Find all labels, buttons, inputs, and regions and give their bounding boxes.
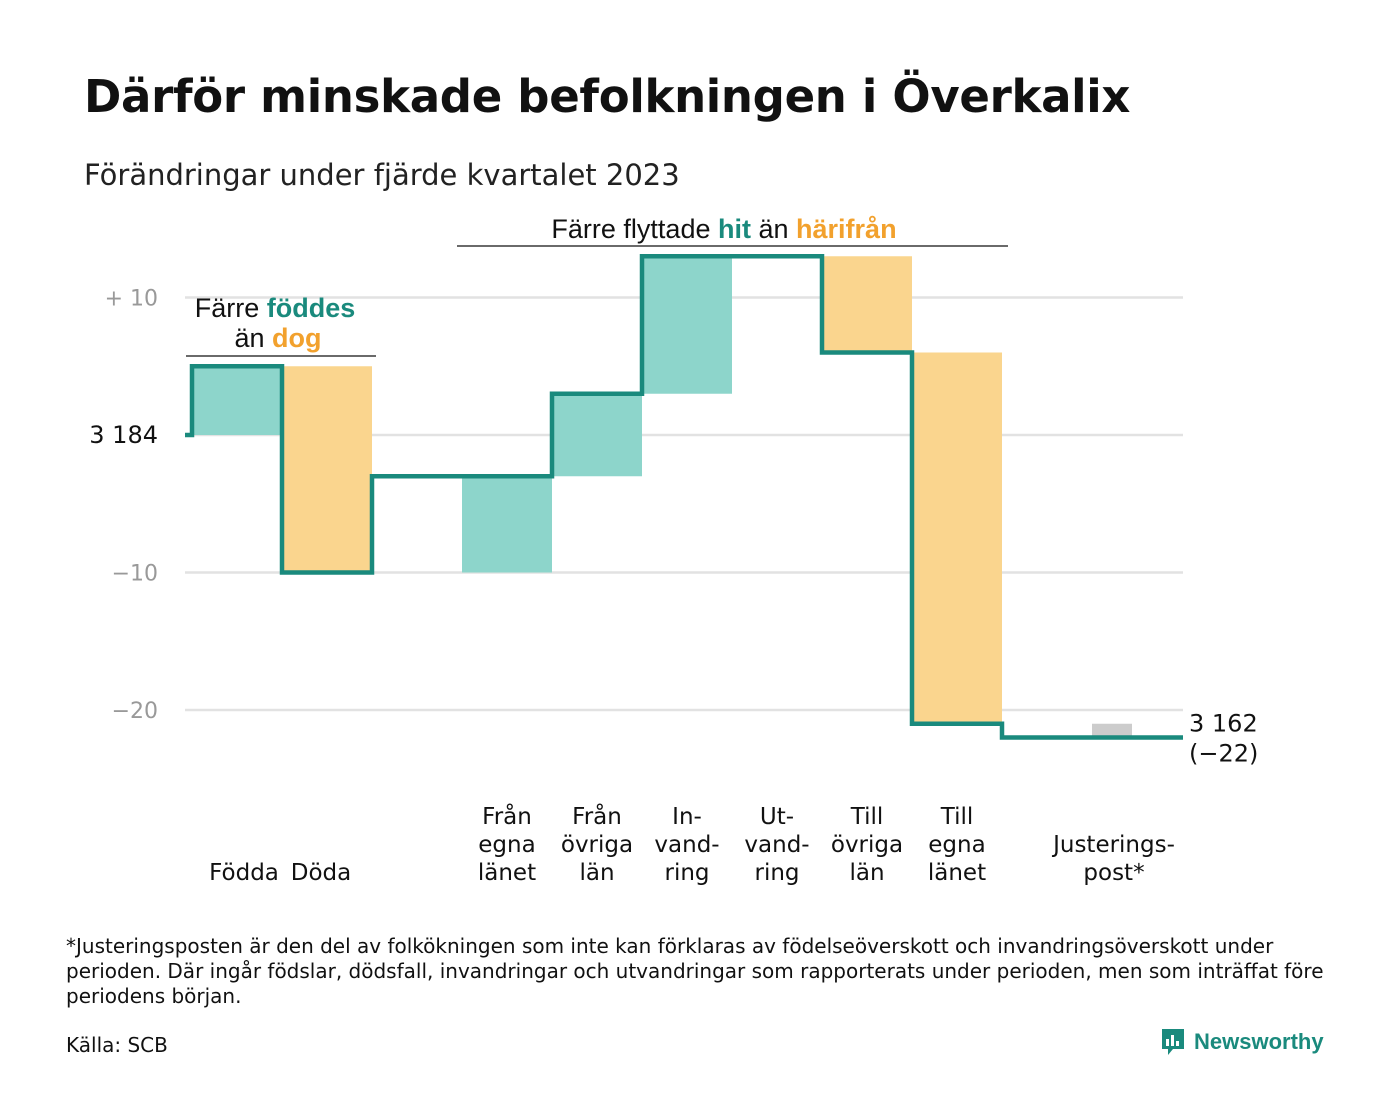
category-label-7: Till övriga län [831, 804, 903, 886]
category-label-line: Till [850, 804, 884, 830]
category-label-line: vand- [744, 832, 809, 858]
category-label-line: ring [754, 860, 799, 886]
category-label-6: Ut-vand-ring [744, 804, 809, 886]
migration-annotation: Färre flyttade hit än härifrån [551, 214, 896, 244]
brand-name: Newsworthy [1194, 1029, 1324, 1054]
bar-chart-speech-bubble-icon [1162, 1029, 1184, 1055]
category-label-line: egna [478, 832, 535, 858]
y-tick-label: −10 [112, 562, 158, 587]
category-label-line: län [579, 860, 614, 886]
bar-9 [1092, 723, 1132, 738]
category-label-line: Från [482, 802, 532, 830]
y-tick-label: + 10 [105, 287, 158, 312]
annotation-text: Färre [195, 293, 267, 323]
category-label-1: Födda [209, 860, 279, 886]
category-label-line: ring [664, 860, 709, 886]
newsworthy-logo[interactable]: Newsworthy [1160, 1027, 1324, 1057]
annotation-highlight-teal: hit [718, 214, 751, 244]
bar-4 [552, 393, 642, 477]
category-label-line: Justerings- [1051, 832, 1175, 858]
category-label-line: länet [928, 860, 986, 886]
bar-2 [282, 366, 372, 573]
category-label-line: övriga [831, 832, 903, 858]
annotation-highlight-teal: föddes [267, 293, 356, 323]
category-label-9: Justerings-post* [1051, 832, 1175, 886]
annotation-text: Färre flyttade [551, 214, 718, 244]
bar-7 [822, 256, 912, 353]
category-label-line: Till [940, 804, 974, 830]
chart-subtitle: Förändringar under fjärde kvartalet 2023 [84, 158, 680, 192]
category-label-line: In- [672, 804, 702, 830]
baseline-label: 3 184 [89, 421, 158, 449]
y-axis-labels: + 10 −10 −20 3 184 3 162(−22) [89, 287, 1258, 768]
category-label-line: vand- [654, 832, 719, 858]
bar-3 [462, 476, 552, 573]
category-label-2: Döda [291, 860, 351, 886]
category-label-4: Från övriga län [561, 802, 633, 886]
step-line-path [185, 254, 1183, 740]
footnote: *Justeringsposten är den del av folkökni… [66, 934, 1324, 1008]
annotation-text: än [751, 214, 796, 244]
chart-title: Därför minskade befolkningen i Överkalix [84, 70, 1131, 123]
category-label-3: Från egna länet [478, 802, 536, 886]
annotation-highlight-orange: dog [272, 323, 321, 353]
source-label: Källa: SCB [66, 1033, 168, 1057]
category-label-line: Döda [291, 860, 351, 886]
end-value-label: 3 162 [1189, 710, 1258, 738]
category-label-line: län [849, 860, 884, 886]
annotation-highlight-orange: härifrån [796, 214, 897, 244]
y-tick-label: −20 [112, 699, 158, 724]
births-annotation-line2: än dog [234, 323, 321, 353]
category-label-5: In-vand-ring [654, 804, 719, 886]
category-label-line: övriga [561, 832, 633, 858]
end-change-label: (−22) [1189, 740, 1258, 768]
step-line [185, 254, 1183, 740]
category-label-8: Till egna länet [928, 804, 986, 886]
births-annotation-line1: Färre föddes [195, 293, 356, 323]
category-label-line: egna [928, 832, 985, 858]
category-label-line: Från [572, 802, 622, 830]
bar-8 [912, 352, 1002, 724]
category-label-line: post* [1083, 860, 1144, 886]
waterfall-bars [192, 256, 1132, 738]
category-label-line: Ut- [760, 804, 794, 830]
bar-1 [192, 366, 282, 435]
category-label-line: länet [478, 860, 536, 886]
bar-5 [642, 256, 732, 394]
annotation-text: än [234, 323, 272, 353]
category-label-line: Födda [209, 860, 279, 886]
